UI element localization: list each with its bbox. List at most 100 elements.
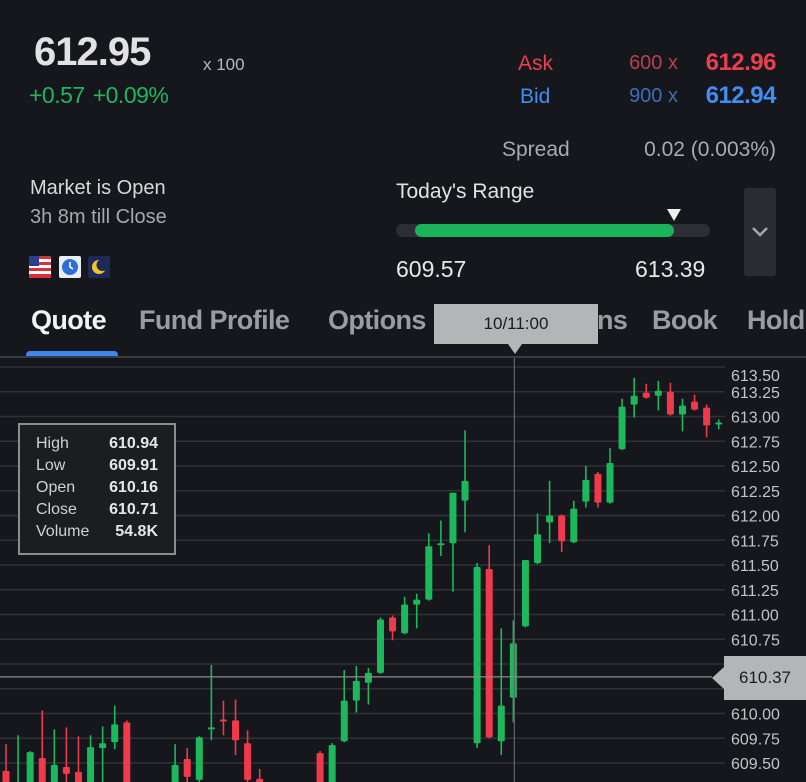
tab-book[interactable]: Book (652, 305, 718, 335)
candle-body-up (376, 619, 384, 673)
candle-body-up (715, 422, 723, 425)
tab-quote[interactable]: Quote (31, 305, 107, 335)
candle-body-up (461, 480, 469, 501)
candle-body-down (485, 568, 493, 738)
candle-body-up (111, 724, 119, 743)
candle-body-up (654, 390, 662, 396)
crosshair-time-pointer-icon (508, 344, 522, 354)
current-price-marker-icon (666, 209, 681, 221)
candle-body-down (62, 766, 70, 774)
y-axis-label: 610.75 (731, 632, 780, 649)
candle-body-up (99, 743, 107, 749)
candle-body-up (473, 566, 481, 744)
ask-price: 612.96 (705, 49, 777, 76)
close-value: 610.71 (109, 501, 158, 518)
tab-holdings[interactable]: Hold (747, 305, 805, 335)
y-axis-label: 612.00 (731, 509, 780, 526)
tooltip-volume: Volume 54.8K (36, 523, 158, 545)
candle-body-up (497, 705, 505, 742)
crosshair-time-label: 10/11:00 (434, 304, 598, 344)
candle-body-up (364, 672, 372, 683)
last-price: 612.95 (34, 30, 151, 74)
candle-body-up (207, 727, 215, 730)
candle-body-up (546, 515, 554, 523)
tooltip-high: High 610.94 (36, 435, 158, 457)
ask-size: 600 x (629, 52, 678, 74)
y-axis-label: 612.50 (731, 459, 780, 476)
change-value: +0.57 (29, 82, 85, 108)
todays-range-title: Today's Range (396, 180, 535, 203)
candle-body-up (87, 747, 95, 782)
candle-body-up (401, 604, 409, 634)
candle-body-down (74, 771, 82, 782)
candle-body-up (630, 395, 638, 405)
price-change: +0.57 +0.09% (29, 82, 176, 109)
candle-body-down (691, 401, 699, 410)
candle-body-down (316, 753, 324, 782)
crosshair-price-pointer-icon (712, 667, 724, 689)
expand-button[interactable] (744, 188, 776, 276)
open-label: Open (36, 479, 76, 496)
tooltip-close: Close 610.71 (36, 501, 158, 523)
candle-body-down (123, 722, 131, 782)
close-label: Close (36, 501, 77, 518)
candle-body-up (582, 479, 590, 502)
candle-body-down (2, 770, 10, 782)
bid-price: 612.94 (705, 82, 777, 109)
high-value: 610.94 (109, 435, 158, 452)
candle-body-up (618, 406, 626, 450)
tooltip-open: Open 610.16 (36, 479, 158, 501)
y-axis-label: 612.75 (731, 434, 780, 451)
y-axis-label: 611.00 (731, 608, 779, 625)
y-axis-label: 612.25 (731, 484, 780, 501)
moon-icon (88, 256, 110, 278)
us-flag-icon (29, 256, 51, 278)
y-axis-label: 613.00 (731, 410, 780, 427)
candle-body-down (256, 778, 264, 782)
candle-body-up (425, 546, 433, 600)
y-axis-label: 611.75 (731, 533, 779, 550)
ask-label: Ask (518, 52, 554, 75)
candle-body-up (413, 599, 421, 605)
candle-body-up (26, 752, 34, 782)
y-axis-label: 609.75 (731, 731, 780, 748)
open-value: 610.16 (109, 479, 158, 496)
clock-icon (59, 256, 81, 278)
spread-label: Spread (502, 138, 570, 161)
candle-body-up (352, 680, 360, 701)
candle-body-up (509, 643, 517, 698)
candle-body-up (328, 745, 336, 782)
candle-body-down (183, 759, 191, 777)
candle-body-down (389, 617, 397, 632)
candle-body-up (606, 463, 614, 503)
candle-body-up (171, 764, 179, 782)
volume-value: 54.8K (115, 523, 158, 540)
ohlc-tooltip: High 610.94 Low 609.91 Open 610.16 Close 610… (18, 423, 176, 555)
candle-body-up (449, 492, 457, 544)
tab-divider (0, 356, 806, 358)
tooltip-low: Low 609.91 (36, 457, 158, 479)
candle-body-up (570, 508, 578, 543)
candle-body-up (534, 534, 542, 564)
spread-value: 0.02 (0.003%) (644, 138, 776, 161)
bid-size: 900 x (629, 85, 678, 107)
contract-multiplier: x 100 (203, 55, 245, 74)
candle-body-down (38, 758, 46, 782)
chevron-down-icon (752, 227, 768, 237)
market-countdown: 3h 8m till Close (30, 206, 167, 228)
candle-body-down (642, 392, 650, 398)
y-axis-label: 610.00 (731, 707, 780, 724)
y-axis-label: 611.50 (731, 558, 779, 575)
crosshair-price-label: 610.37 (724, 656, 806, 700)
low-label: Low (36, 457, 66, 474)
active-tab-indicator (26, 351, 118, 357)
todays-range-bar (396, 209, 710, 237)
range-fill (415, 224, 674, 237)
y-axis-label: 613.50 (731, 368, 780, 385)
volume-label: Volume (36, 523, 90, 540)
tab-options[interactable]: Options (328, 305, 426, 335)
tab-fund-profile[interactable]: Fund Profile (139, 305, 290, 335)
tab-hidden[interactable]: ns (597, 305, 628, 335)
candle-body-down (219, 719, 227, 722)
